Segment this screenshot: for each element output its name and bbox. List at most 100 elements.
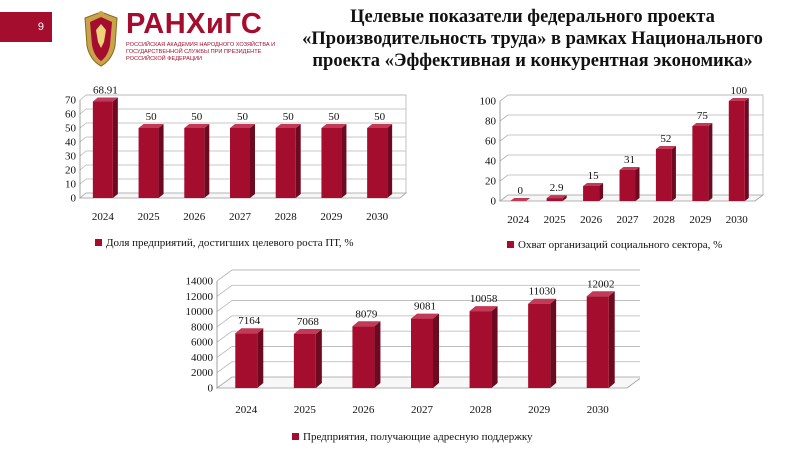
bar-side	[550, 298, 557, 388]
data-label: 50	[328, 111, 340, 123]
gridline-depth	[79, 108, 87, 115]
bar-side	[295, 124, 301, 198]
x-tick-label: 2028	[653, 214, 676, 226]
gridline-depth	[216, 361, 233, 374]
bar	[230, 128, 250, 198]
gridline-depth	[216, 330, 233, 343]
data-label: 50	[374, 111, 386, 123]
x-tick-label: 2029	[320, 211, 343, 223]
data-label: 0	[517, 185, 523, 197]
bar-top	[583, 183, 604, 186]
y-tick-label: 60	[65, 109, 77, 121]
y-tick-label: 100	[480, 96, 497, 108]
data-label: 7068	[297, 316, 320, 328]
bar-side	[387, 124, 393, 198]
bar	[367, 128, 388, 198]
bar-side	[112, 97, 118, 198]
bar-side	[599, 183, 604, 201]
bar	[583, 186, 600, 201]
x-tick-label: 2025	[294, 404, 317, 416]
bar-side	[608, 291, 615, 388]
x-tick-label: 2024	[235, 404, 258, 416]
bar-side	[744, 98, 749, 201]
x-tick-label: 2029	[689, 214, 712, 226]
legend-swatch	[507, 241, 514, 248]
data-label: 50	[237, 111, 249, 123]
legend-swatch	[95, 239, 102, 246]
bar-top	[230, 124, 255, 128]
gridline-depth	[79, 178, 87, 185]
chart-bottom: 0 2000 4000 6000 8000 10000 12000 14000 7164 2024…	[186, 269, 640, 443]
y-tick-label: 40	[485, 156, 497, 168]
bar-top	[321, 124, 347, 128]
x-tick-label: 2030	[366, 211, 389, 223]
x-tick-label: 2029	[528, 404, 551, 416]
x-tick-label: 2026	[352, 404, 375, 416]
data-label: 52	[660, 133, 671, 145]
bar	[321, 128, 342, 198]
bar-top	[469, 306, 498, 312]
x-tick-label: 2024	[92, 211, 115, 223]
x-tick-label: 2024	[507, 214, 530, 226]
bar	[655, 149, 672, 201]
y-tick-label: 14000	[186, 276, 214, 288]
emblem-icon	[84, 11, 118, 67]
x-tick-label: 2026	[580, 214, 603, 226]
legend-label: Доля предприятий, достигших целевого рос…	[106, 237, 354, 249]
bar-side	[491, 306, 498, 388]
y-tick-label: 40	[65, 137, 77, 149]
y-tick-label: 12000	[186, 291, 214, 303]
y-tick-label: 10	[65, 179, 77, 191]
bar-side	[562, 195, 567, 201]
bar-top	[411, 313, 439, 319]
y-tick-label: 50	[65, 123, 77, 135]
y-tick-label: 4000	[191, 352, 214, 364]
gridline-depth	[499, 94, 509, 102]
data-label: 2.9	[550, 182, 564, 194]
data-label: 31	[624, 154, 635, 166]
bar-top	[235, 328, 264, 334]
gridline-depth	[216, 315, 233, 328]
y-tick-label: 70	[65, 95, 77, 107]
y-tick-label: 60	[485, 136, 497, 148]
x-tick-label: 2027	[229, 211, 252, 223]
gridline-depth	[499, 194, 509, 202]
gridline-depth	[216, 284, 233, 297]
x-tick-label: 2026	[183, 211, 206, 223]
y-tick-label: 8000	[191, 321, 214, 333]
chart-top-right: 0 20 40 60 80 100 0 2024 2.9 2025 15 2026 31 2027 52 20…	[480, 85, 765, 251]
bar-top	[692, 123, 713, 126]
page-number: 9	[0, 12, 52, 42]
bar	[411, 318, 433, 388]
data-label: 100	[731, 85, 748, 97]
y-tick-label: 0	[71, 193, 77, 205]
y-tick-label: 2000	[191, 367, 214, 379]
bar-top	[352, 321, 381, 327]
bar	[235, 333, 258, 388]
gridline-depth	[499, 134, 509, 142]
y-tick-label: 20	[65, 165, 77, 177]
x-tick-label: 2027	[411, 404, 434, 416]
bar-side	[315, 328, 322, 388]
bar-side	[671, 146, 676, 201]
bar	[275, 128, 296, 198]
gridline-depth	[499, 174, 509, 182]
x-tick-label: 2030	[726, 214, 749, 226]
bar	[352, 326, 375, 388]
logo: РАНХиГС Российская академия народного хо…	[80, 6, 280, 76]
gridline-depth	[79, 150, 87, 157]
data-label: 7164	[238, 315, 261, 327]
bar-side	[257, 328, 264, 388]
gridline-depth	[216, 346, 233, 358]
x-tick-label: 2030	[587, 404, 610, 416]
data-label: 68.91	[93, 85, 118, 97]
data-label: 50	[146, 111, 158, 123]
page-title: Целевые показатели федерального проекта …	[302, 7, 763, 71]
y-tick-label: 20	[485, 176, 497, 188]
data-label: 50	[283, 111, 295, 123]
gridline-depth	[79, 122, 87, 129]
gridline-depth	[216, 269, 233, 282]
gridline-depth	[216, 376, 233, 389]
bar	[469, 311, 492, 388]
bar-top	[275, 124, 301, 128]
